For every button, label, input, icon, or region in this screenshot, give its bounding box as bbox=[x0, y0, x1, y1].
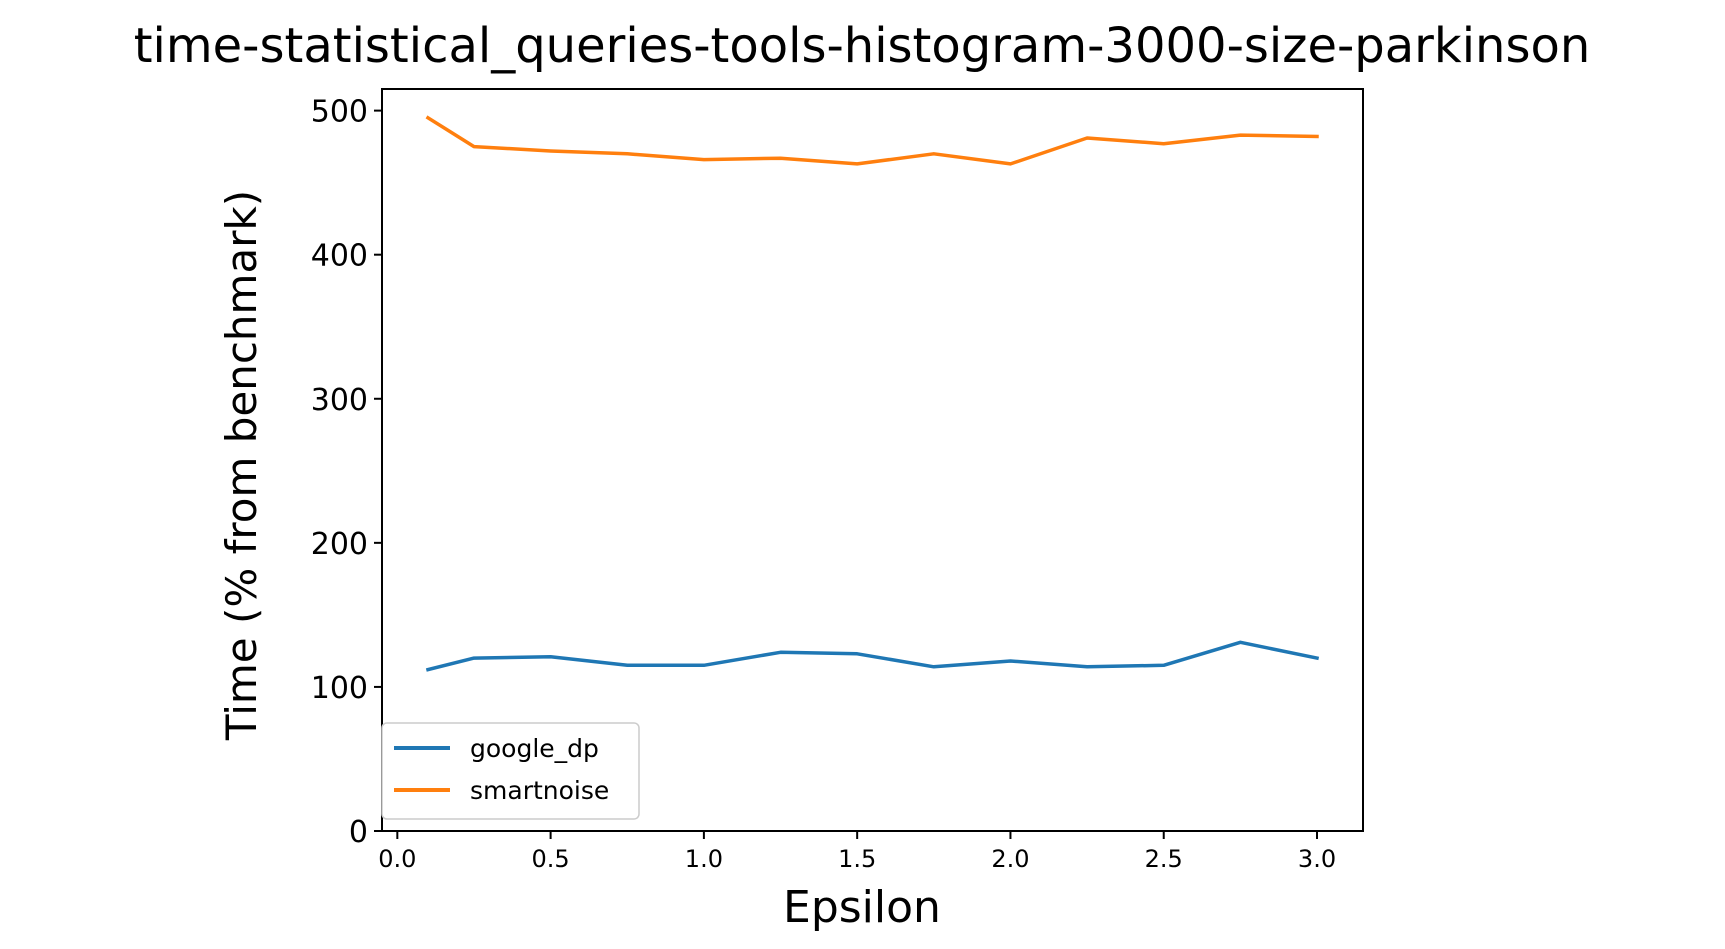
y-tick-label: 300 bbox=[311, 383, 368, 418]
chart-title: time-statistical_queries-tools-histogram… bbox=[134, 18, 1591, 74]
y-tick-label: 500 bbox=[311, 95, 368, 130]
x-axis-label: Epsilon bbox=[783, 882, 941, 933]
y-tick-label: 200 bbox=[311, 527, 368, 562]
legend-label-smartnoise: smartnoise bbox=[470, 776, 609, 805]
series-line-google-dp bbox=[425, 640, 1320, 672]
y-axis-label: Time (% from benchmark) bbox=[217, 190, 266, 741]
x-tick-label: 2.0 bbox=[991, 845, 1029, 873]
legend-label-google-dp: google_dp bbox=[470, 734, 599, 763]
axes-frame bbox=[381, 88, 1364, 832]
x-tick-label: 1.5 bbox=[838, 845, 876, 873]
x-tick-label: 3.0 bbox=[1298, 845, 1336, 873]
series-line-smartnoise bbox=[425, 115, 1319, 166]
x-tick-label: 1.0 bbox=[685, 845, 723, 873]
series-layer bbox=[425, 115, 1320, 672]
x-tick-label: 0.5 bbox=[532, 845, 570, 873]
y-tick-label: 100 bbox=[311, 671, 368, 706]
y-tick-label: 0 bbox=[349, 815, 368, 850]
x-tick-label: 2.5 bbox=[1145, 845, 1183, 873]
ticks-layer: 0 100 200 300 400 500 0.0 0.5 1.0 1.5 2.0 2.5 3.0 bbox=[311, 95, 1336, 873]
x-tick-label: 0.0 bbox=[378, 845, 416, 873]
legend: google_dp smartnoise bbox=[381, 722, 640, 820]
y-tick-label: 400 bbox=[311, 239, 368, 274]
